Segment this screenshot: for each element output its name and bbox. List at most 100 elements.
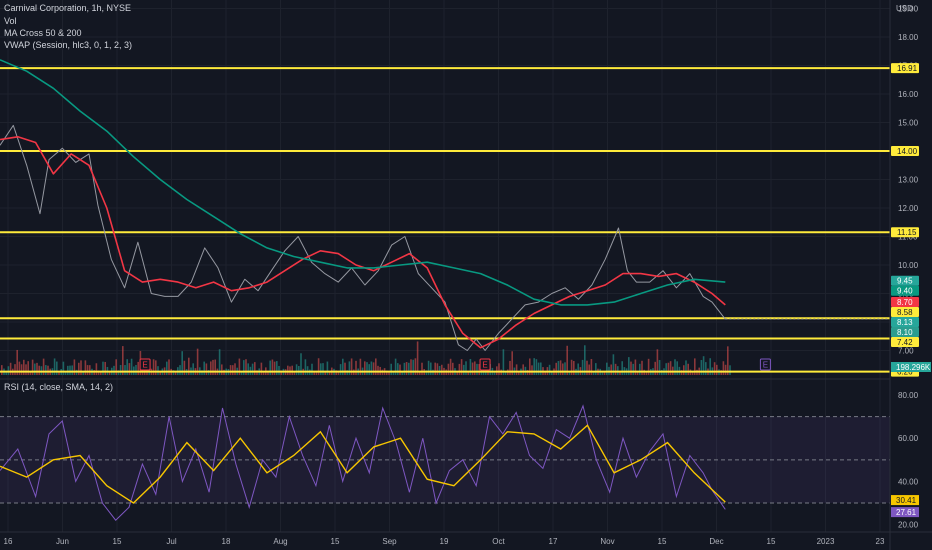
volume-bar (581, 359, 584, 375)
volume-bar (716, 364, 718, 375)
volume-bar (467, 370, 469, 375)
volume-bar (405, 362, 408, 375)
volume-bar (729, 365, 731, 375)
volume-bar (388, 371, 390, 375)
time-tick-label: Jun (56, 537, 69, 546)
volume-bar (619, 370, 621, 375)
volume-bar (117, 370, 120, 375)
volume-bar (370, 361, 373, 375)
earnings-marker-letter: E (142, 361, 147, 370)
volume-bar (159, 370, 161, 375)
symbol-legend[interactable]: Carnival Corporation, 1h, NYSE (4, 3, 132, 13)
volume-bar (126, 359, 128, 375)
volume-bar (100, 371, 102, 375)
volume-bar (196, 348, 199, 375)
volume-bar (317, 358, 320, 375)
volume-bar (705, 362, 707, 375)
volume-bar (392, 370, 395, 375)
time-axis[interactable]: 16 Jun 15 Jul 18 Aug 15 Sep 19 Oct 17 Nov 15 Dec 15 202… (4, 537, 885, 546)
volume-bar (564, 362, 566, 375)
volume-bar (465, 361, 467, 375)
price-tag (891, 337, 919, 348)
volume-bar (368, 364, 370, 375)
price-tag-label: 9.45 (897, 277, 913, 286)
volume-bar (511, 351, 513, 375)
volume-bar (38, 365, 40, 375)
volume-bar (531, 365, 533, 375)
volume-bar (267, 370, 269, 375)
volume-bar (641, 360, 643, 375)
rsi-band (0, 416, 890, 504)
volume-bar (634, 359, 637, 375)
volume-bar (58, 371, 60, 375)
ma-legend[interactable]: MA Cross 50 & 200 (4, 28, 82, 38)
volume-bar (551, 371, 553, 375)
volume-bar (590, 359, 593, 375)
rsi-axis[interactable]: 20.00 40.00 60.00 80.00 (898, 391, 919, 529)
volume-bar (447, 363, 450, 375)
volume-bar (240, 371, 243, 375)
volume-bar (709, 358, 711, 375)
volume-bar (399, 364, 401, 375)
volume-bar (342, 358, 344, 375)
horizontal-levels[interactable] (0, 67, 890, 373)
earnings-marker-icon[interactable] (139, 358, 151, 371)
volume-bar (630, 361, 632, 375)
rsi-legend[interactable]: RSI (14, close, SMA, 14, 2) (4, 382, 114, 392)
time-tick-label: 19 (440, 537, 449, 546)
volume-bar (34, 363, 36, 375)
volume-bar (471, 362, 474, 375)
volume-bar (80, 360, 82, 375)
volume-bar (247, 363, 249, 375)
volume-bar (586, 360, 588, 375)
volume-tag-label: 198.296K (896, 363, 931, 372)
volume-bar (375, 358, 377, 375)
earnings-marker-icon[interactable] (479, 358, 491, 371)
volume-bar (720, 370, 722, 375)
volume-bar (47, 365, 49, 375)
volume-bar (295, 364, 298, 375)
volume-bar (234, 363, 236, 375)
volume-bar (324, 370, 326, 375)
price-tick-label: 16.00 (898, 90, 919, 99)
rsi-line (0, 404, 726, 521)
volume-bar (280, 370, 282, 375)
price-tick-label: 13.00 (898, 176, 919, 185)
volume-bar (456, 371, 458, 375)
volume-bar (665, 363, 667, 375)
volume-bar (502, 349, 505, 375)
volume-bar (238, 358, 241, 375)
volume-bar (544, 370, 546, 375)
volume-bar (469, 358, 472, 375)
price-tag (891, 307, 919, 318)
rsi-ma-line (0, 424, 726, 504)
volume-bar (408, 362, 410, 375)
vol-legend[interactable]: Vol (4, 16, 17, 26)
volume-bar (509, 360, 511, 375)
volume-bar (174, 371, 177, 375)
volume-bar (478, 364, 480, 375)
volume-bar (441, 364, 443, 375)
volume-bar (304, 359, 307, 375)
vwap-legend[interactable]: VWAP (Session, hlc3, 0, 1, 2, 3) (4, 40, 133, 50)
time-tick-label: Nov (600, 537, 614, 546)
volume-bar (86, 365, 89, 375)
volume-bar (221, 364, 223, 375)
volume-bar (359, 358, 362, 375)
volume-bar (595, 363, 597, 375)
volume-bar (548, 364, 551, 375)
volume-bar (328, 371, 331, 375)
volume-bar (348, 361, 351, 375)
price-series (0, 59, 890, 351)
volume-bar (23, 359, 25, 375)
price-tick-label: 12.00 (898, 204, 919, 213)
volume-bar (9, 362, 12, 375)
volume-bar (390, 363, 392, 375)
volume-bar (245, 359, 247, 375)
volume-bar (45, 365, 47, 375)
earnings-marker-icon[interactable] (759, 358, 771, 371)
volume-bar (36, 362, 38, 375)
